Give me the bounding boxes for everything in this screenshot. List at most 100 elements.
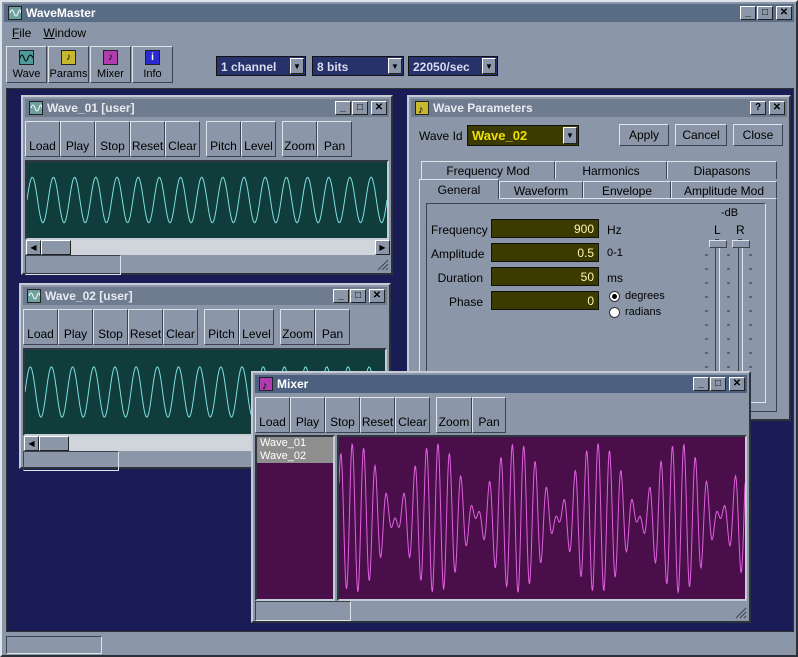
clear-button[interactable]: Clear bbox=[163, 309, 198, 345]
mixer-display[interactable] bbox=[337, 435, 747, 601]
scroll-left-icon[interactable]: ◀ bbox=[24, 436, 39, 451]
chevron-down-icon[interactable]: ▼ bbox=[563, 127, 577, 144]
help-button[interactable]: ? bbox=[750, 101, 766, 115]
list-item[interactable]: Wave_02 bbox=[257, 450, 333, 463]
maximize-button[interactable]: □ bbox=[757, 6, 773, 20]
right-level-slider[interactable] bbox=[732, 240, 750, 248]
amplitude-input[interactable]: 0.5 bbox=[491, 243, 599, 262]
load-button[interactable]: Load bbox=[23, 309, 58, 345]
pan-button[interactable]: Pan bbox=[472, 397, 506, 433]
wave-id-select[interactable]: Wave_02 ▼ bbox=[467, 125, 579, 146]
wave01-display[interactable] bbox=[25, 160, 389, 240]
scroll-thumb[interactable] bbox=[41, 240, 71, 255]
scroll-thumb[interactable] bbox=[39, 436, 69, 451]
wave01-scrollbar[interactable]: ◀ ▶ bbox=[26, 240, 390, 255]
toolbar-wave-label: Wave bbox=[12, 68, 41, 80]
scroll-left-icon[interactable]: ◀ bbox=[26, 240, 41, 255]
tab-harmonics[interactable]: Harmonics bbox=[555, 161, 667, 179]
toolbar-mixer-button[interactable]: ♪ Mixer bbox=[90, 46, 131, 83]
rate-select-value: 22050/sec bbox=[413, 60, 470, 74]
tab-general[interactable]: General bbox=[419, 179, 499, 199]
close-button[interactable]: ✕ bbox=[769, 101, 785, 115]
minimize-button[interactable]: _ bbox=[333, 289, 349, 303]
degrees-radio[interactable] bbox=[609, 291, 620, 302]
pitch-button[interactable]: Pitch bbox=[204, 309, 239, 345]
clear-button[interactable]: Clear bbox=[165, 121, 200, 157]
reset-button[interactable]: Reset bbox=[128, 309, 163, 345]
menu-window[interactable]: Window bbox=[43, 26, 87, 40]
zoom-button[interactable]: Zoom bbox=[282, 121, 317, 157]
channels-select[interactable]: 1 channel ▼ bbox=[216, 56, 306, 76]
mixer-titlebar[interactable]: ♪ Mixer _ □ ✕ bbox=[255, 375, 747, 393]
close-button[interactable]: ✕ bbox=[369, 289, 385, 303]
phase-input[interactable]: 0 bbox=[491, 291, 599, 310]
wave-icon bbox=[27, 289, 41, 303]
tab-frequency-mod[interactable]: Frequency Mod bbox=[421, 161, 555, 179]
toolbar-info-button[interactable]: i Info bbox=[132, 46, 173, 83]
params-titlebar[interactable]: ♪ Wave Parameters ? ✕ bbox=[411, 99, 787, 117]
chevron-down-icon[interactable]: ▼ bbox=[482, 58, 496, 74]
radians-radio[interactable] bbox=[609, 307, 620, 318]
pitch-button[interactable]: Pitch bbox=[206, 121, 241, 157]
tab-waveform[interactable]: Waveform bbox=[499, 181, 583, 199]
minimize-button[interactable]: _ bbox=[740, 6, 756, 20]
cancel-button[interactable]: Cancel bbox=[675, 124, 727, 146]
rate-select[interactable]: 22050/sec ▼ bbox=[408, 56, 498, 76]
wave-id-value: Wave_02 bbox=[472, 128, 528, 143]
reset-button[interactable]: Reset bbox=[360, 397, 395, 433]
wave02-title: Wave_02 [user] bbox=[45, 289, 133, 303]
play-button[interactable]: Play bbox=[290, 397, 325, 433]
zoom-button[interactable]: Zoom bbox=[436, 397, 472, 433]
mixer-track-list[interactable]: Wave_01 Wave_02 bbox=[255, 435, 335, 601]
chevron-down-icon[interactable]: ▼ bbox=[290, 58, 304, 74]
toolbar-params-button[interactable]: ♪ Params bbox=[48, 46, 89, 83]
wave01-titlebar[interactable]: Wave_01 [user] _ □ ✕ bbox=[25, 99, 389, 117]
close-button[interactable]: ✕ bbox=[729, 377, 745, 391]
mixer-icon: ♪ bbox=[259, 377, 273, 391]
mixer-waveform-line bbox=[338, 443, 746, 595]
frequency-input[interactable]: 900 bbox=[491, 219, 599, 238]
pan-button[interactable]: Pan bbox=[315, 309, 350, 345]
play-button[interactable]: Play bbox=[60, 121, 95, 157]
level-button[interactable]: Level bbox=[239, 309, 274, 345]
list-item[interactable]: Wave_01 bbox=[257, 437, 333, 450]
toolbar-info-label: Info bbox=[143, 68, 162, 80]
mixer-title: Mixer bbox=[277, 377, 309, 391]
maximize-button[interactable]: □ bbox=[710, 377, 726, 391]
clear-button[interactable]: Clear bbox=[395, 397, 430, 433]
app-title: WaveMaster bbox=[26, 6, 96, 20]
close-button[interactable]: ✕ bbox=[776, 6, 792, 20]
duration-label: Duration bbox=[437, 271, 483, 285]
tab-amplitude-mod[interactable]: Amplitude Mod bbox=[671, 181, 777, 199]
resize-grip-icon[interactable] bbox=[377, 259, 389, 271]
play-button[interactable]: Play bbox=[58, 309, 93, 345]
minimize-button[interactable]: _ bbox=[693, 377, 709, 391]
duration-input[interactable]: 50 bbox=[491, 267, 599, 286]
maximize-button[interactable]: □ bbox=[350, 289, 366, 303]
reset-button[interactable]: Reset bbox=[130, 121, 165, 157]
toolbar-wave-button[interactable]: Wave bbox=[6, 46, 47, 83]
chevron-down-icon[interactable]: ▼ bbox=[388, 58, 402, 74]
wave02-titlebar[interactable]: Wave_02 [user] _ □ ✕ bbox=[23, 287, 387, 305]
resize-grip-icon[interactable] bbox=[735, 607, 747, 619]
wave01-status bbox=[25, 255, 121, 275]
stop-button[interactable]: Stop bbox=[93, 309, 128, 345]
apply-button[interactable]: Apply bbox=[619, 124, 669, 146]
scroll-right-icon[interactable]: ▶ bbox=[375, 240, 390, 255]
level-button[interactable]: Level bbox=[241, 121, 276, 157]
minimize-button[interactable]: _ bbox=[335, 101, 351, 115]
load-button[interactable]: Load bbox=[255, 397, 290, 433]
stop-button[interactable]: Stop bbox=[95, 121, 130, 157]
load-button[interactable]: Load bbox=[25, 121, 60, 157]
pan-button[interactable]: Pan bbox=[317, 121, 352, 157]
zoom-button[interactable]: Zoom bbox=[280, 309, 315, 345]
menu-file[interactable]: File bbox=[12, 26, 32, 40]
maximize-button[interactable]: □ bbox=[352, 101, 368, 115]
close-button[interactable]: ✕ bbox=[371, 101, 387, 115]
bits-select[interactable]: 8 bits ▼ bbox=[312, 56, 404, 76]
tab-envelope[interactable]: Envelope bbox=[583, 181, 671, 199]
stop-button[interactable]: Stop bbox=[325, 397, 360, 433]
params-close-button[interactable]: Close bbox=[733, 124, 783, 146]
left-level-slider[interactable] bbox=[709, 240, 727, 248]
tab-diapasons[interactable]: Diapasons bbox=[667, 161, 777, 179]
